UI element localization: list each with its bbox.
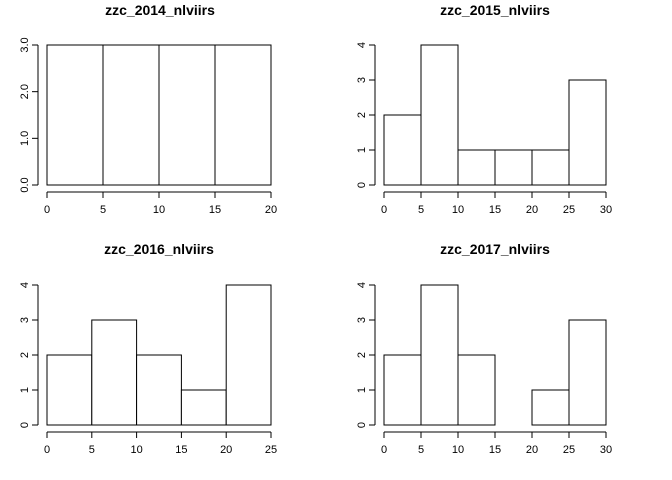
histogram-panel-2016: zzc_2016_nlviirs 0 5 10 15 20 25 0 1 2 3 4 [19,241,277,456]
histogram-bar [136,354,182,426]
y-tick-label: 2 [356,112,368,118]
y-tick-label: 1 [356,387,368,393]
histogram-bar [420,44,459,186]
x-tick-label: 15 [489,204,501,216]
y-tick-label: 2 [356,352,368,358]
x-tick-label: 15 [209,204,221,216]
y-tick-label: 3.0 [19,37,31,52]
histogram-bar [46,44,104,186]
y-tick-label: 1 [356,147,368,153]
histogram-bar [494,149,533,186]
x-tick-label: 10 [153,204,165,216]
x-tick-label: 25 [563,204,575,216]
histogram-bar [46,354,93,426]
y-tick-label: 1.0 [19,131,31,146]
y-tick-label: 0 [356,182,368,188]
x-tick-label: 0 [44,204,50,216]
histogram-bar [531,149,570,186]
histogram-bar [457,354,496,426]
x-tick-label: 0 [381,444,387,456]
x-tick-label: 15 [175,444,187,456]
y-tick-label: 0.0 [19,177,31,192]
x-tick-label: 0 [381,204,387,216]
histogram-bar [420,284,459,426]
y-tick-label: 0 [356,422,368,428]
y-tick-label: 3 [356,317,368,323]
x-tick-label: 20 [265,204,277,216]
histogram-bar [568,79,607,186]
y-tick-label: 3 [356,77,368,83]
histogram-panel-2015: zzc_2015_nlviirs 0 5 10 15 20 25 30 0 1 2 3 4 [356,2,612,216]
histogram-bar [568,319,607,426]
x-tick-label: 10 [452,204,464,216]
x-tick-label: 10 [130,444,142,456]
x-tick-label: 5 [89,444,95,456]
y-tick-label: 4 [356,42,368,48]
x-tick-label: 30 [600,444,612,456]
histogram-bar [383,114,422,186]
x-tick-label: 20 [526,444,538,456]
y-tick-label: 0 [19,422,31,428]
histogram-bar [457,149,496,186]
x-tick-label: 25 [563,444,575,456]
chart-title: zzc_2014_nlviirs [105,2,215,18]
x-tick-label: 25 [265,444,277,456]
x-tick-label: 0 [44,444,50,456]
histogram-bar [158,44,216,186]
x-tick-label: 20 [220,444,232,456]
y-tick-label: 4 [19,282,31,288]
x-tick-label: 5 [418,204,424,216]
chart-title: zzc_2015_nlviirs [440,2,550,18]
y-tick-label: 1 [19,387,31,393]
x-tick-label: 30 [600,204,612,216]
histogram-bar [102,44,160,186]
x-tick-label: 20 [526,204,538,216]
x-tick-label: 5 [100,204,106,216]
y-tick-label: 2 [19,352,31,358]
chart-title: zzc_2017_nlviirs [440,241,550,257]
histogram-bar [180,389,227,426]
histogram-bar [383,354,422,426]
histogram-panel-2014: zzc_2014_nlviirs 0 5 10 15 20 0.0 1.0 2.0 3.0 [19,2,277,216]
x-tick-label: 5 [418,444,424,456]
x-tick-label: 10 [452,444,464,456]
y-tick-label: 4 [356,282,368,288]
histogram-bar [91,319,138,426]
histogram-panel-2017: zzc_2017_nlviirs 0 5 10 15 20 25 30 0 1 2 3 4 [356,241,612,456]
chart-title: zzc_2016_nlviirs [104,241,214,257]
histogram-bar [225,284,272,426]
y-tick-label: 3 [19,317,31,323]
y-tick-label: 2.0 [19,84,31,99]
histogram-bar [531,389,570,426]
x-tick-label: 15 [489,444,501,456]
histogram-bar [214,44,272,186]
